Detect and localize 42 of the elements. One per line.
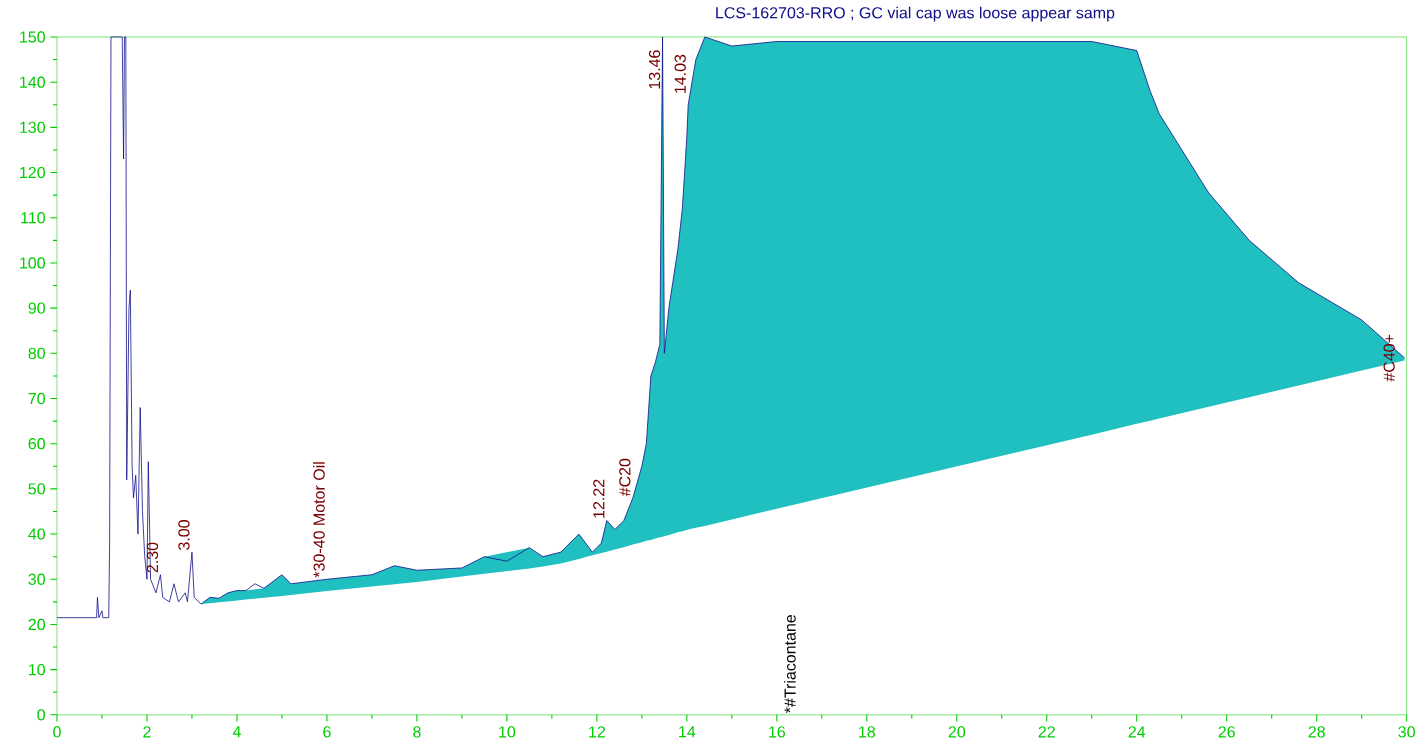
x-tick-label: 0: [53, 726, 61, 738]
annotation: *30-40 Motor Oil: [313, 462, 325, 578]
chart-title: LCS-162703-RRO ; GC vial cap was loose appear samp: [716, 6, 1115, 22]
x-tick-label: 8: [413, 726, 421, 738]
y-tick-label: 0: [37, 709, 45, 721]
y-tick-label: 10: [29, 664, 45, 676]
x-tick-label: 22: [1038, 726, 1055, 738]
y-tick-label: 50: [28, 483, 45, 495]
x-tick-label: 24: [1128, 726, 1146, 738]
x-tick-label: 16: [769, 726, 786, 738]
y-tick-label: 20: [28, 618, 45, 631]
y-tick-label: 30: [28, 573, 45, 585]
y-tick-label: 100: [20, 257, 45, 269]
x-tick-label: 18: [859, 726, 875, 738]
y-tick-label: 130: [20, 121, 45, 134]
x-tick-label: 2: [143, 726, 151, 738]
y-tick-label: 80: [28, 347, 45, 360]
y-tick-label: 40: [28, 528, 45, 540]
x-tick-label: 26: [1218, 726, 1235, 738]
annotation: 2.30: [146, 542, 159, 573]
x-tick-label: 10: [499, 726, 516, 738]
annotation: #C20: [619, 458, 631, 497]
y-tick-label: 90: [28, 302, 45, 314]
x-tick-label: 30: [1398, 726, 1415, 738]
y-tick-label: 110: [21, 212, 45, 224]
annotation: 12.22: [593, 479, 605, 518]
annotation: #C40+: [1383, 334, 1395, 382]
annotation: 13.46: [648, 50, 661, 89]
annotation: *#Triacontane: [784, 615, 796, 714]
y-tick-label: 150: [20, 31, 45, 43]
x-tick-label: 20: [948, 726, 966, 738]
y-tick-label: 140: [20, 76, 45, 88]
annotation: 14.03: [674, 54, 686, 93]
y-tick-label: 60: [28, 438, 45, 450]
x-tick-label: 4: [232, 726, 241, 738]
y-tick-label: 120: [20, 166, 45, 179]
x-tick-label: 14: [679, 726, 696, 738]
x-tick-label: 28: [1308, 726, 1325, 738]
y-tick-label: 70: [28, 392, 45, 405]
x-tick-label: 6: [323, 726, 331, 738]
annotation: 3.00: [178, 520, 190, 551]
x-tick-label: 12: [589, 726, 605, 738]
